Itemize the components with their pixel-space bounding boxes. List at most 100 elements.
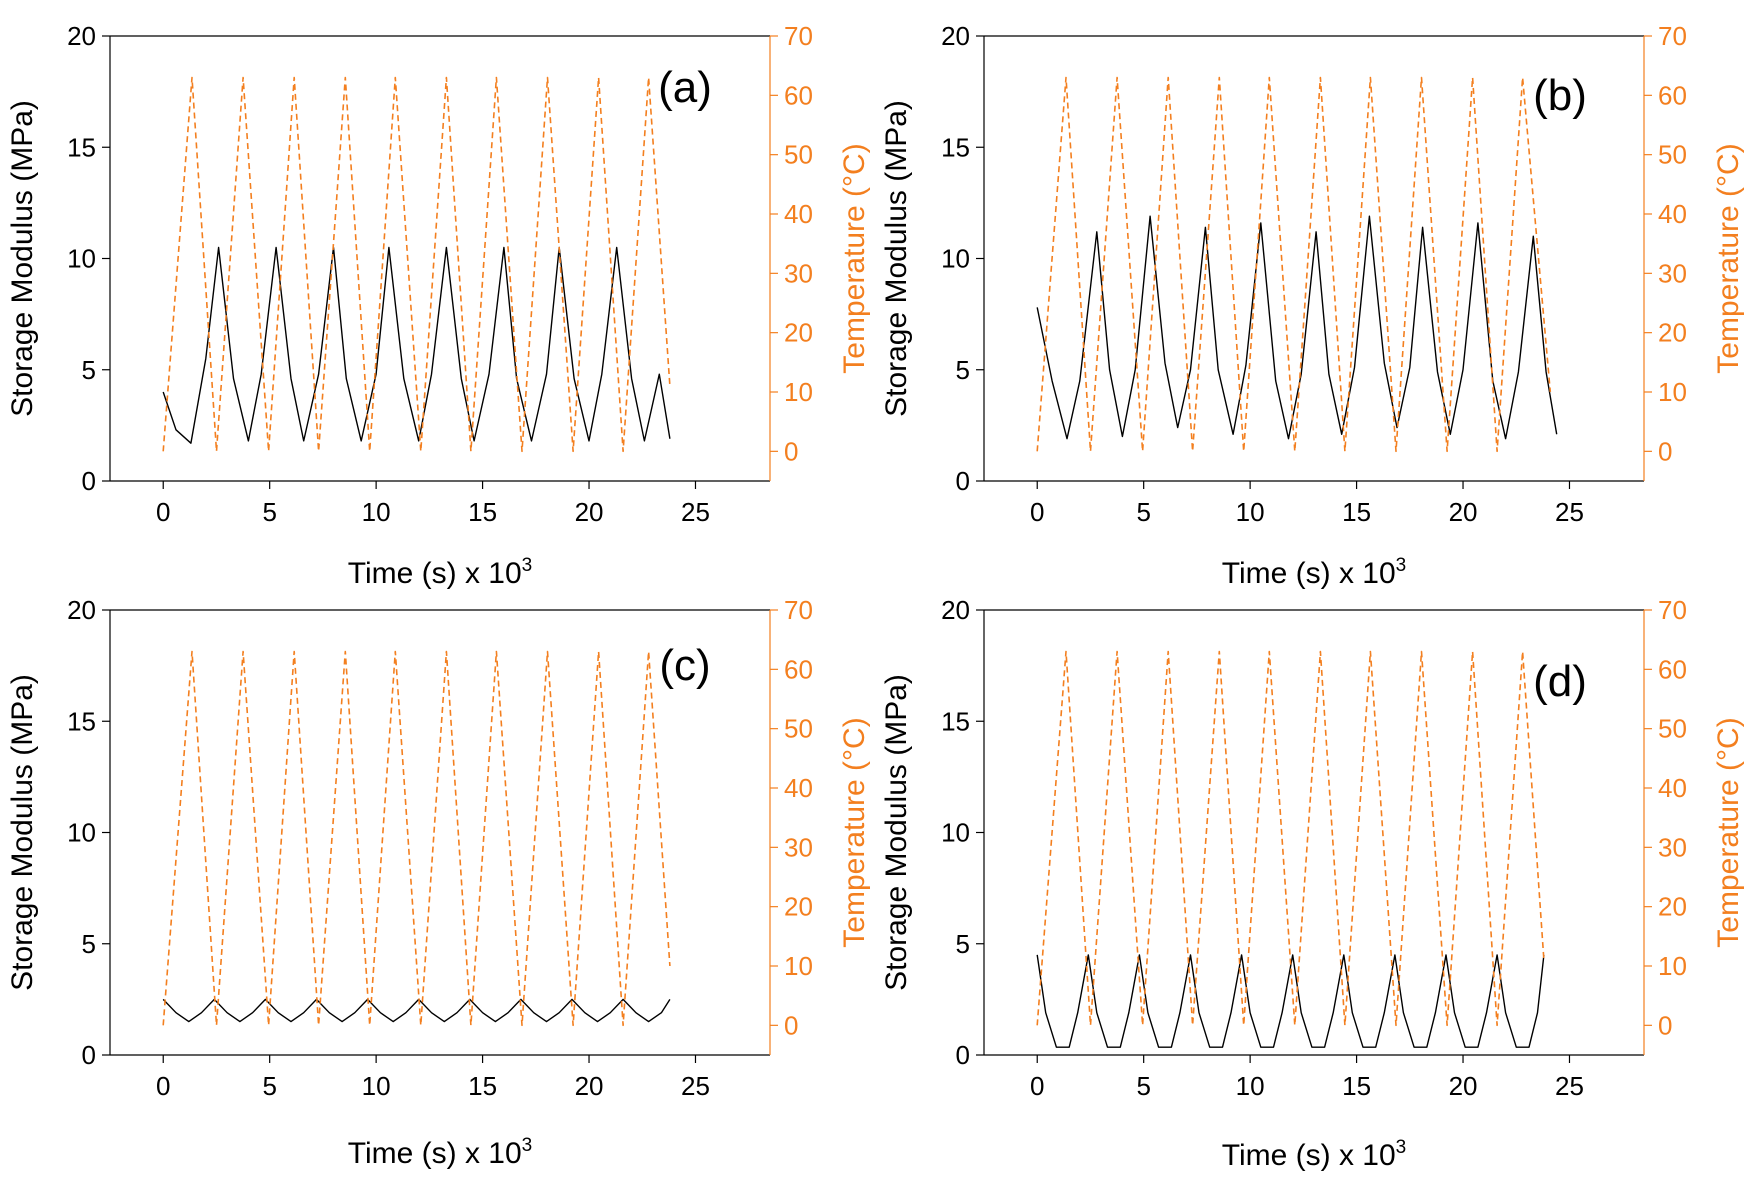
storage-modulus-series-line — [1036, 954, 1545, 1048]
y2-tick-label: 60 — [784, 80, 813, 110]
x-tick-label: 25 — [1555, 497, 1584, 527]
y2-axis-title: Temperature (°C) — [1712, 717, 1745, 947]
y-tick-label: 0 — [82, 1040, 96, 1070]
y-tick-label: 15 — [941, 706, 970, 736]
x-tick-label: 10 — [1236, 1071, 1265, 1101]
y-tick-label: 10 — [67, 244, 96, 274]
x-tick-label: 15 — [1342, 1071, 1371, 1101]
x-axis-title-text: Time (s) x 10 — [1222, 557, 1396, 590]
y2-tick-label: 0 — [1658, 436, 1672, 466]
y-tick-label: 0 — [956, 1040, 970, 1070]
y2-tick-label: 20 — [784, 318, 813, 348]
x-tick-label: 0 — [1030, 1071, 1044, 1101]
x-tick-label: 10 — [362, 1071, 391, 1101]
x-axis-title-exponent: 3 — [1396, 1137, 1407, 1158]
y2-tick-label: 50 — [1658, 714, 1687, 744]
y-axis-title: Storage Modulus (MPa) — [6, 674, 39, 991]
y-tick-label: 0 — [82, 466, 96, 496]
y2-tick-label: 30 — [1658, 832, 1687, 862]
panel-b: 0 5 10 15 20 25 0 5 10 15 20 0 10 20 30 40 50 60 70 Time (s… — [880, 21, 1745, 590]
y-tick-label: 5 — [82, 355, 96, 385]
y2-tick-label: 0 — [1658, 1010, 1672, 1040]
x-tick-label: 20 — [575, 497, 604, 527]
y2-tick-label: 70 — [1658, 595, 1687, 625]
x-axis-title-text: Time (s) x 10 — [1222, 1139, 1396, 1172]
x-axis-title-exponent: 3 — [1396, 555, 1407, 576]
temperature-series-line — [1036, 76, 1552, 453]
y-tick-label: 20 — [941, 595, 970, 625]
x-tick-label: 0 — [156, 1071, 170, 1101]
y2-tick-label: 40 — [1658, 199, 1687, 229]
y-axis-title: Storage Modulus (MPa) — [880, 674, 913, 991]
y2-tick-label: 20 — [1658, 318, 1687, 348]
y2-tick-label: 20 — [784, 892, 813, 922]
x-tick-label: 25 — [681, 1071, 710, 1101]
x-axis-title: Time (s) x 103 — [348, 555, 532, 590]
x-tick-label: 0 — [156, 497, 170, 527]
temperature-series-line — [162, 76, 671, 453]
y-tick-label: 15 — [67, 706, 96, 736]
y-tick-label: 20 — [67, 595, 96, 625]
x-axis-title-exponent: 3 — [522, 1135, 533, 1156]
y2-axis-title: Temperature (°C) — [1712, 143, 1745, 373]
y-axis-title: Storage Modulus (MPa) — [6, 100, 39, 417]
panel-a: 0 5 10 15 20 25 0 5 10 15 20 0 10 20 30 40 50 60 70 Time (s… — [6, 21, 871, 590]
y2-axis-title: Temperature (°C) — [838, 143, 871, 373]
x-tick-label: 5 — [1136, 1071, 1150, 1101]
storage-modulus-series-line — [162, 246, 671, 444]
x-axis-title-text: Time (s) x 10 — [348, 1137, 522, 1170]
y2-tick-label: 70 — [1658, 21, 1687, 51]
y2-tick-label: 70 — [784, 21, 813, 51]
y2-tick-label: 10 — [784, 951, 813, 981]
x-axis-title: Time (s) x 103 — [1222, 555, 1406, 590]
y2-tick-label: 70 — [784, 595, 813, 625]
y-tick-label: 20 — [67, 21, 96, 51]
y2-tick-label: 50 — [784, 140, 813, 170]
x-tick-label: 5 — [262, 497, 276, 527]
y-tick-label: 10 — [941, 818, 970, 848]
y2-tick-label: 60 — [1658, 80, 1687, 110]
y-tick-label: 15 — [941, 132, 970, 162]
y2-tick-label: 40 — [1658, 773, 1687, 803]
y-tick-label: 20 — [941, 21, 970, 51]
y-tick-label: 5 — [956, 929, 970, 959]
y2-tick-label: 60 — [784, 654, 813, 684]
x-axis-title: Time (s) x 103 — [348, 1135, 532, 1170]
x-tick-label: 0 — [1030, 497, 1044, 527]
y-tick-label: 10 — [67, 818, 96, 848]
x-tick-label: 25 — [1555, 1071, 1584, 1101]
x-tick-label: 20 — [1449, 497, 1478, 527]
storage-modulus-series-line — [1036, 215, 1558, 440]
y-tick-label: 15 — [67, 132, 96, 162]
y2-tick-label: 60 — [1658, 654, 1687, 684]
y-tick-label: 10 — [941, 244, 970, 274]
y-axis-title: Storage Modulus (MPa) — [880, 100, 913, 417]
x-tick-label: 5 — [262, 1071, 276, 1101]
y2-tick-label: 50 — [784, 714, 813, 744]
y2-tick-label: 10 — [784, 377, 813, 407]
y-tick-label: 5 — [82, 929, 96, 959]
panel-c: 0 5 10 15 20 25 0 5 10 15 20 0 10 20 30 40 50 60 70 Time (s… — [6, 595, 871, 1170]
y2-tick-label: 50 — [1658, 140, 1687, 170]
x-tick-label: 25 — [681, 497, 710, 527]
y2-tick-label: 10 — [1658, 377, 1687, 407]
y-tick-label: 5 — [956, 355, 970, 385]
panel-label: (a) — [658, 63, 712, 112]
x-tick-label: 20 — [575, 1071, 604, 1101]
x-tick-label: 15 — [468, 497, 497, 527]
y-tick-label: 0 — [956, 466, 970, 496]
x-tick-label: 5 — [1136, 497, 1150, 527]
temperature-series-line — [1036, 650, 1545, 1027]
x-tick-label: 15 — [468, 1071, 497, 1101]
y2-tick-label: 0 — [784, 436, 798, 466]
panel-label: (c) — [659, 641, 710, 690]
x-tick-label: 10 — [362, 497, 391, 527]
x-tick-label: 10 — [1236, 497, 1265, 527]
x-axis-title-text: Time (s) x 10 — [348, 557, 522, 590]
panel-label: (d) — [1533, 657, 1587, 706]
y2-tick-label: 20 — [1658, 892, 1687, 922]
temperature-series-line — [162, 650, 671, 1027]
y2-tick-label: 10 — [1658, 951, 1687, 981]
y2-tick-label: 40 — [784, 199, 813, 229]
